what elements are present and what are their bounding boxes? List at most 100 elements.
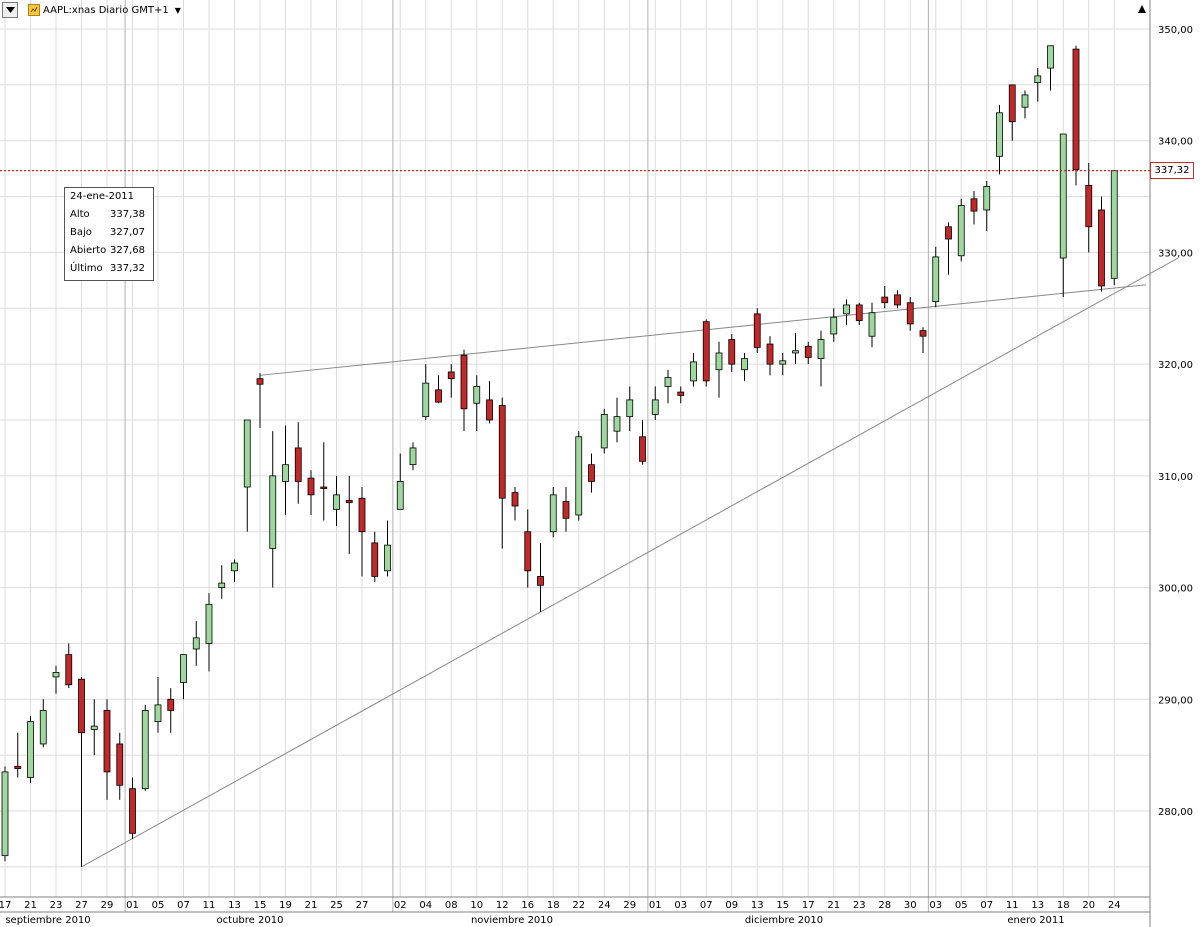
candle-body[interactable] xyxy=(855,304,863,321)
candle-body[interactable] xyxy=(996,112,1003,157)
x-tick-label: 08 xyxy=(445,900,458,911)
candle-body[interactable] xyxy=(868,312,876,337)
candle-body[interactable] xyxy=(843,304,850,315)
candle-body[interactable] xyxy=(715,352,723,371)
candle-body[interactable] xyxy=(983,186,991,211)
x-tick-label: 30 xyxy=(904,900,917,911)
candle-body[interactable] xyxy=(677,391,685,396)
candle-body[interactable] xyxy=(154,704,162,723)
candle-body[interactable] xyxy=(435,389,442,403)
candle-body[interactable] xyxy=(167,698,175,711)
candle-body[interactable] xyxy=(333,494,340,510)
candle-body[interactable] xyxy=(728,339,736,365)
candle-body[interactable] xyxy=(626,399,634,418)
candle-body[interactable] xyxy=(396,481,404,510)
candle-body[interactable] xyxy=(192,637,200,650)
x-tick-label: 07 xyxy=(980,900,993,911)
candle-body[interactable] xyxy=(613,416,621,432)
pin-icon[interactable] xyxy=(1137,4,1147,14)
candle-body[interactable] xyxy=(39,710,47,745)
candle-body[interactable] xyxy=(792,350,799,354)
candle-body[interactable] xyxy=(307,477,315,496)
candle-body[interactable] xyxy=(1072,48,1080,171)
candle-body[interactable] xyxy=(358,497,366,533)
x-tick-label: 21 xyxy=(24,900,37,911)
candle-body[interactable] xyxy=(409,447,417,466)
candle-body[interactable] xyxy=(498,405,506,499)
tooltip-label: Bajo xyxy=(70,227,92,238)
candle-body[interactable] xyxy=(1059,133,1067,259)
candle-body[interactable] xyxy=(129,788,136,834)
candle-body[interactable] xyxy=(588,464,595,482)
candle-body[interactable] xyxy=(473,386,481,404)
candle-body[interactable] xyxy=(766,343,774,365)
chart-title[interactable]: AAPL:xnas Diario GMT+1 xyxy=(43,4,169,16)
candle-body[interactable] xyxy=(320,486,328,489)
candle-body[interactable] xyxy=(664,377,672,387)
candle-body[interactable] xyxy=(1047,45,1054,69)
candle-body[interactable] xyxy=(753,313,761,348)
candle-body[interactable] xyxy=(537,576,544,586)
candle-body[interactable] xyxy=(804,345,812,358)
candle-body[interactable] xyxy=(447,371,455,380)
candle-body[interactable] xyxy=(894,294,901,306)
candle-body[interactable] xyxy=(1008,84,1016,123)
candle-body[interactable] xyxy=(957,205,965,257)
candle-body[interactable] xyxy=(524,531,532,572)
candle-body[interactable] xyxy=(14,765,22,769)
candle-body[interactable] xyxy=(575,436,583,516)
candle-body[interactable] xyxy=(1110,170,1118,279)
candle-body[interactable] xyxy=(180,654,187,683)
candle-body[interactable] xyxy=(1098,209,1105,287)
dropdown-triangle-icon[interactable] xyxy=(2,2,18,18)
candle-body[interactable] xyxy=(1034,75,1042,84)
candle-body[interactable] xyxy=(205,603,213,644)
candle-body[interactable] xyxy=(460,354,468,410)
candle-body[interactable] xyxy=(600,414,608,449)
candle-body[interactable] xyxy=(549,494,557,533)
candle-body[interactable] xyxy=(511,492,519,507)
candle-body[interactable] xyxy=(945,226,952,240)
candle-body[interactable] xyxy=(562,501,570,519)
candle-body[interactable] xyxy=(243,419,251,488)
candle-body[interactable] xyxy=(830,316,838,335)
candle-body[interactable] xyxy=(1085,184,1093,228)
candle-body[interactable] xyxy=(1,771,9,857)
candle-body[interactable] xyxy=(65,654,73,686)
trendline[interactable] xyxy=(81,257,1179,868)
candle-body[interactable] xyxy=(779,360,787,365)
candle-body[interactable] xyxy=(231,562,238,572)
candle-body[interactable] xyxy=(1021,94,1029,108)
caret-down-icon[interactable]: ▼ xyxy=(174,5,181,15)
candle-body[interactable] xyxy=(52,672,60,678)
candle-body[interactable] xyxy=(932,256,940,302)
candle-body[interactable] xyxy=(422,382,430,418)
candle-body[interactable] xyxy=(282,464,289,482)
candle-body[interactable] xyxy=(27,721,34,778)
candle-body[interactable] xyxy=(141,710,149,790)
tooltip-row-low: Bajo 327,07 xyxy=(70,227,150,241)
candle-body[interactable] xyxy=(906,302,914,325)
candle-body[interactable] xyxy=(256,378,264,385)
candle-body[interactable] xyxy=(639,436,646,462)
candle-body[interactable] xyxy=(116,743,124,786)
candle-body[interactable] xyxy=(78,678,85,734)
candle-body[interactable] xyxy=(741,358,748,371)
candle-body[interactable] xyxy=(371,542,379,577)
candle-body[interactable] xyxy=(817,339,825,359)
candle-body[interactable] xyxy=(651,399,659,415)
candle-body[interactable] xyxy=(269,475,277,549)
candle-body[interactable] xyxy=(970,198,978,212)
candle-body[interactable] xyxy=(486,399,493,421)
candle-body[interactable] xyxy=(690,361,697,382)
candle-body[interactable] xyxy=(90,725,98,730)
candle-body[interactable] xyxy=(384,544,391,572)
candle-body[interactable] xyxy=(702,321,710,382)
candle-body[interactable] xyxy=(345,500,353,504)
candle-body[interactable] xyxy=(294,447,302,482)
candle-body[interactable] xyxy=(103,710,111,773)
candle-body[interactable] xyxy=(218,582,226,588)
candle-body[interactable] xyxy=(919,330,927,337)
candle-body[interactable] xyxy=(881,296,889,304)
